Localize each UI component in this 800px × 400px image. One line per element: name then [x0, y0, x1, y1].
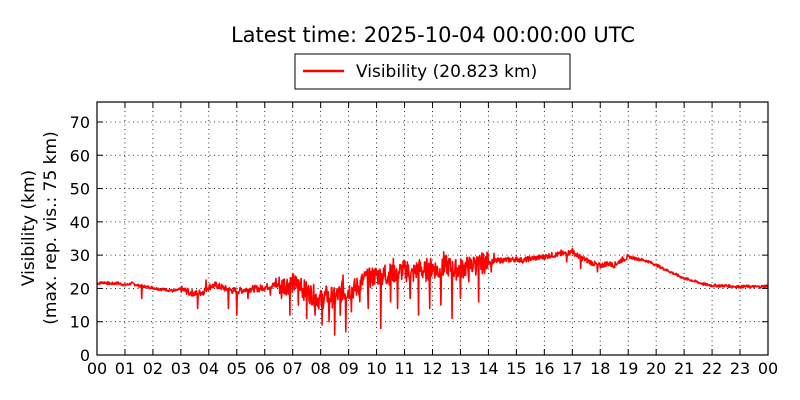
legend: Visibility (20.823 km)	[294, 53, 571, 90]
legend-label: Visibility (20.823 km)	[356, 62, 537, 82]
y-tick-label: 40	[70, 213, 90, 232]
x-tick-label: 18	[590, 359, 610, 378]
x-tick-label: 16	[534, 359, 554, 378]
x-tick-label: 11	[394, 359, 414, 378]
plot-frame	[96, 101, 769, 356]
y-tick-label: 60	[70, 146, 90, 165]
x-tick-label: 20	[646, 359, 666, 378]
x-axis-ticks: 00 01 02 03 04 05 06 07 08 09 10 11 12 13 14 15 16 17 18 19…	[87, 102, 778, 378]
x-tick-label: 00	[87, 359, 107, 378]
visibility-line	[96, 247, 769, 336]
x-tick-label: 03	[171, 359, 191, 378]
x-tick-label: 10	[366, 359, 386, 378]
x-tick-label: 12	[422, 359, 442, 378]
chart-title: Latest time: 2025-10-04 00:00:00 UTC	[231, 23, 635, 47]
grid	[97, 102, 768, 355]
x-tick-label: 15	[506, 359, 526, 378]
x-tick-label: 23	[730, 359, 750, 378]
x-tick-label: 21	[674, 359, 694, 378]
x-tick-label: 04	[199, 359, 219, 378]
x-tick-label: 02	[143, 359, 163, 378]
series-layer	[96, 247, 769, 336]
x-tick-label: 17	[562, 359, 582, 378]
y-tick-label: 30	[70, 246, 90, 265]
x-tick-label: 09	[338, 359, 358, 378]
x-tick-label: 06	[255, 359, 275, 378]
y-tick-label: 50	[70, 180, 90, 199]
y-tick-label: 10	[70, 313, 90, 332]
x-tick-label: 22	[702, 359, 722, 378]
y-tick-label: 0	[80, 346, 90, 365]
x-tick-label: 14	[478, 359, 498, 378]
x-tick-label: 00	[758, 359, 778, 378]
y-axis-label-line2: (max. rep. vis.: 75 km)	[41, 131, 61, 324]
y-axis-label-line1: Visibility (km)	[19, 170, 39, 286]
y-axis-ticks: 0 10 20 30 40 50 60 70	[70, 113, 768, 365]
x-tick-label: 08	[310, 359, 330, 378]
x-tick-label: 07	[283, 359, 303, 378]
x-tick-label: 19	[618, 359, 638, 378]
x-tick-label: 13	[450, 359, 470, 378]
x-tick-label: 05	[227, 359, 247, 378]
y-tick-label: 70	[70, 113, 90, 132]
y-tick-label: 20	[70, 279, 90, 298]
x-tick-label: 01	[115, 359, 135, 378]
y-axis-label: Visibility (km) (max. rep. vis.: 75 km)	[19, 131, 61, 324]
